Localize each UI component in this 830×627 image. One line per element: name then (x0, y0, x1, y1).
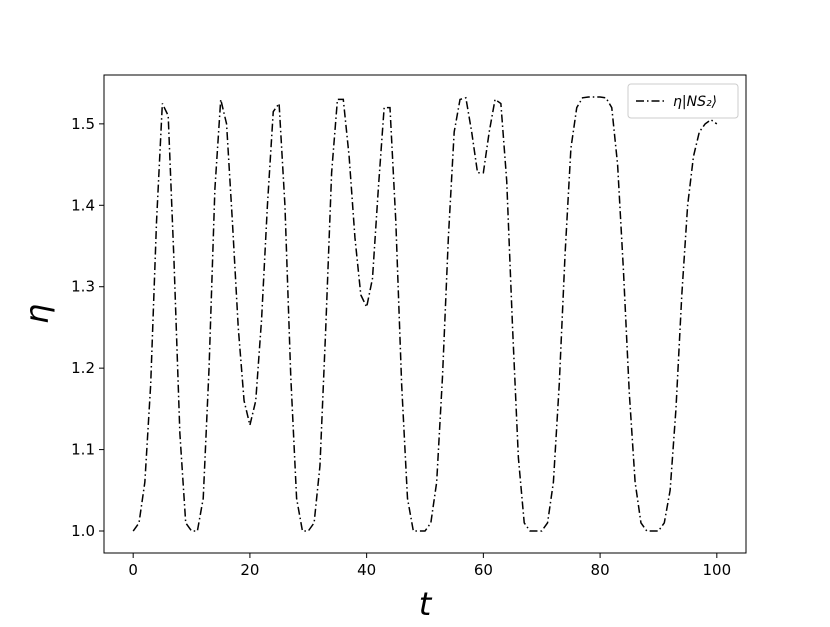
x-tick-label: 40 (357, 561, 376, 579)
y-tick-label: 1.1 (71, 441, 95, 459)
x-tick-label: 0 (128, 561, 138, 579)
y-tick-label: 1.0 (71, 522, 95, 540)
y-tick-label: 1.5 (71, 115, 95, 133)
line-series (132, 96, 718, 532)
y-tick-label: 1.4 (71, 196, 95, 214)
x-tick-label: 20 (240, 561, 259, 579)
x-tick-label: 100 (702, 561, 731, 579)
y-tick-label: 1.3 (71, 278, 95, 296)
y-axis-label: η (18, 304, 56, 324)
y-tick-label: 1.2 (71, 359, 95, 377)
x-tick-label: 60 (474, 561, 493, 579)
legend-box (627, 83, 739, 119)
x-axis-label: t (419, 585, 433, 623)
x-tick-label: 80 (591, 561, 610, 579)
plot-frame (103, 74, 747, 554)
legend-label: η|NS₂⟩ (673, 94, 717, 110)
